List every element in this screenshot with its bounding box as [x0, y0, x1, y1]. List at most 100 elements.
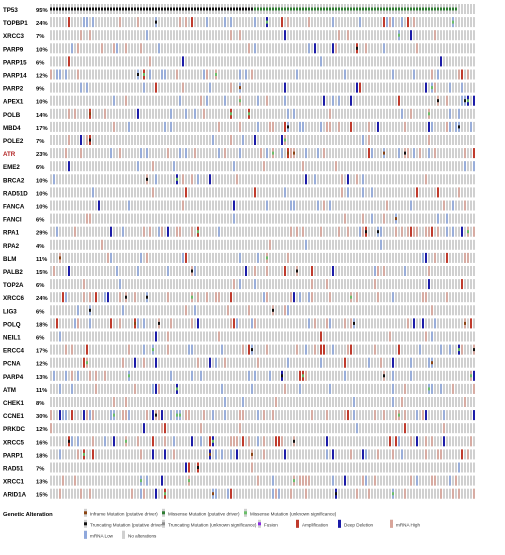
alteration-cell	[266, 292, 268, 303]
alteration-cell	[266, 95, 268, 106]
cell-bg	[113, 213, 115, 224]
cell-bg	[365, 69, 367, 80]
cell-bg	[365, 56, 367, 67]
cell-bg	[230, 161, 232, 172]
cell-bg	[98, 252, 100, 263]
cell-bg	[308, 56, 310, 67]
cell-bg	[53, 95, 55, 106]
cell-bg	[323, 135, 325, 145]
cell-bg	[380, 135, 382, 145]
cell-bg	[269, 30, 271, 41]
cell-bg	[368, 318, 370, 329]
cell-bg	[53, 357, 55, 368]
cell-bg	[104, 95, 106, 106]
alteration-cell	[137, 17, 139, 28]
cell-bg	[449, 305, 451, 316]
cell-bg	[161, 305, 163, 316]
cell-bg	[146, 108, 148, 119]
cell-bg	[74, 121, 76, 132]
alteration-cell	[239, 148, 241, 159]
cell-bg	[371, 43, 373, 54]
cell-bg	[335, 318, 337, 329]
cell-bg	[278, 370, 280, 381]
cell-bg	[335, 121, 337, 132]
cell-bg	[320, 370, 322, 381]
cell-bg	[131, 200, 133, 211]
cell-bg	[389, 252, 391, 263]
cell-bg	[332, 305, 334, 316]
alteration-cell	[224, 17, 226, 28]
cell-bg	[131, 17, 133, 28]
cell-bg	[266, 187, 268, 198]
alteration-cell	[104, 292, 106, 303]
alteration-cell	[287, 305, 289, 316]
cell-bg	[116, 200, 118, 211]
cell-bg	[362, 200, 364, 211]
cell-bg	[338, 331, 340, 342]
alteration-cell	[119, 148, 121, 159]
cell-bg	[86, 370, 88, 381]
track-brca2	[50, 174, 475, 185]
cell-bg	[218, 305, 220, 316]
cell-bg	[125, 305, 127, 316]
cell-bg	[443, 318, 445, 329]
cell-bg	[65, 187, 67, 198]
cell-bg	[218, 82, 220, 93]
cell-bg	[395, 148, 397, 159]
gene-percent-arid1a: 15%	[36, 493, 48, 499]
cell-bg	[185, 43, 187, 54]
alteration-cell	[62, 292, 64, 303]
cell-bg	[143, 383, 145, 394]
cell-bg	[188, 82, 190, 93]
cell-bg	[431, 17, 433, 28]
mutation-mark	[284, 7, 286, 11]
cell-bg	[197, 121, 199, 132]
cell-bg	[188, 252, 190, 263]
cell-bg	[131, 318, 133, 329]
cell-bg	[461, 266, 463, 276]
mutation-mark	[134, 321, 136, 325]
cell-bg	[278, 331, 280, 342]
cell-bg	[56, 331, 58, 342]
alteration-cell	[143, 344, 145, 355]
cell-bg	[389, 135, 391, 145]
cell-bg	[434, 108, 436, 119]
cell-bg	[212, 43, 214, 54]
cell-bg	[248, 121, 250, 132]
cell-bg	[65, 331, 67, 342]
alteration-cell	[419, 148, 421, 159]
cell-bg	[74, 69, 76, 80]
cell-bg	[395, 279, 397, 290]
cell-bg	[386, 43, 388, 54]
cell-bg	[344, 266, 346, 276]
cell-bg	[449, 43, 451, 54]
cell-bg	[275, 344, 277, 355]
mutation-mark	[287, 7, 289, 11]
alteration-cell	[185, 17, 187, 28]
mutation-mark	[368, 7, 370, 11]
cell-bg	[113, 187, 115, 198]
cell-bg	[302, 56, 304, 67]
cell-bg	[377, 56, 379, 67]
cell-bg	[71, 30, 73, 41]
cell-bg	[152, 266, 154, 276]
cell-bg	[182, 121, 184, 132]
cell-bg	[164, 226, 166, 237]
cell-bg	[353, 344, 355, 355]
cell-bg	[260, 331, 262, 342]
alteration-cell	[104, 108, 106, 119]
cell-bg	[413, 174, 415, 185]
cell-bg	[350, 266, 352, 276]
gene-percent-tp53: 95%	[36, 8, 48, 14]
alteration-cell	[473, 226, 475, 237]
cell-bg	[443, 357, 445, 368]
cell-bg	[116, 82, 118, 93]
cell-bg	[62, 43, 64, 54]
cell-bg	[437, 56, 439, 67]
track-parp2	[50, 82, 475, 93]
cell-bg	[314, 252, 316, 263]
cell-bg	[188, 370, 190, 381]
cell-bg	[452, 108, 454, 119]
cell-bg	[362, 318, 364, 329]
cell-bg	[50, 82, 52, 93]
